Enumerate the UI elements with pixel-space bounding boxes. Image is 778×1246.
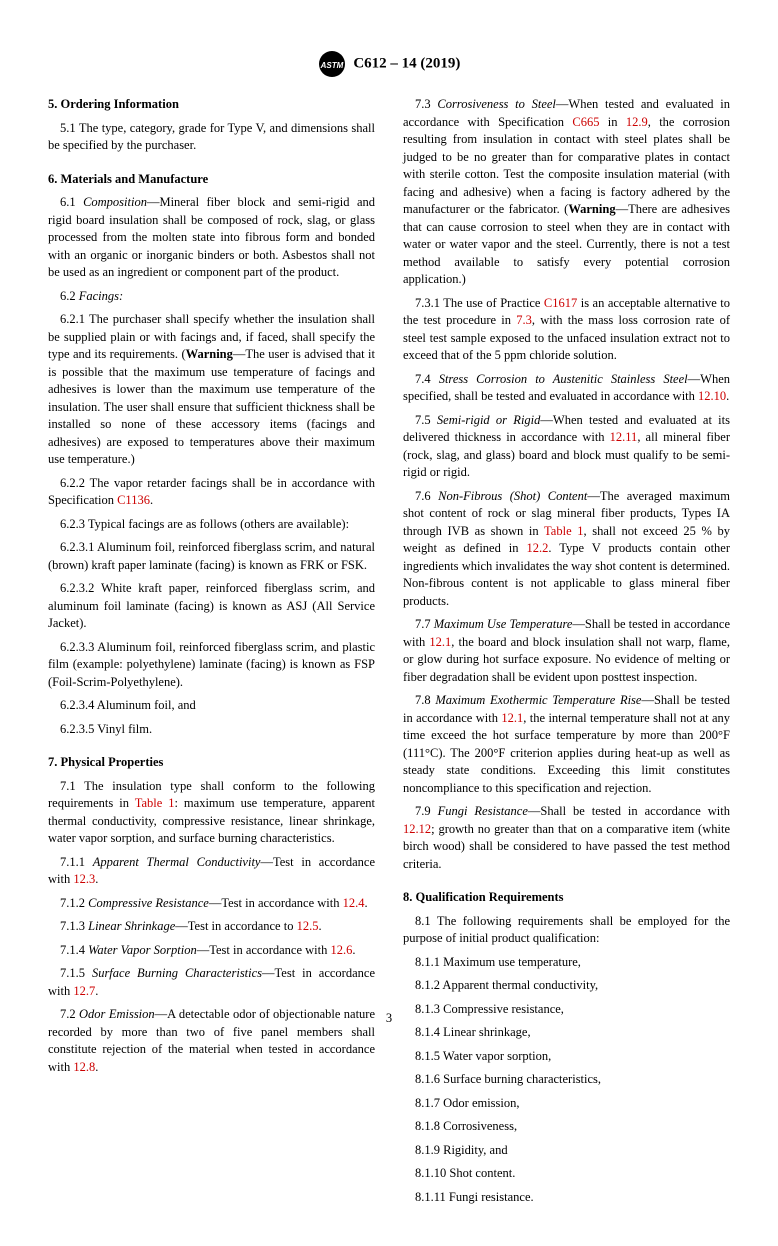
paragraph: 7.3 Corrosiveness to Steel—When tested a… <box>403 96 730 289</box>
paragraph: 6.1 Composition—Mineral fiber block and … <box>48 194 375 282</box>
paragraph: 6.2.3.1 Aluminum foil, reinforced fiberg… <box>48 539 375 574</box>
paragraph: 7.3.1 The use of Practice C1617 is an ac… <box>403 295 730 365</box>
paragraph: 7.6 Non-Fibrous (Shot) Content—The avera… <box>403 488 730 611</box>
astm-logo-icon: ASTM <box>318 50 346 78</box>
paragraph: 8.1 The following requirements shall be … <box>403 913 730 948</box>
paragraph: 8.1.9 Rigidity, and <box>403 1142 730 1160</box>
paragraph: 8.1.7 Odor emission, <box>403 1095 730 1113</box>
standard-designation: C612 – 14 (2019) <box>353 55 460 71</box>
paragraph: 6.2.3.3 Aluminum foil, reinforced fiberg… <box>48 639 375 692</box>
paragraph: 7.1.1 Apparent Thermal Conductivity—Test… <box>48 854 375 889</box>
paragraph: 8.1.5 Water vapor sorption, <box>403 1048 730 1066</box>
paragraph: 8.1.8 Corrosiveness, <box>403 1118 730 1136</box>
svg-text:ASTM: ASTM <box>319 61 343 70</box>
paragraph: 8.1.6 Surface burning characteristics, <box>403 1071 730 1089</box>
paragraph: 7.1.3 Linear Shrinkage—Test in accordanc… <box>48 918 375 936</box>
paragraph: 7.1 The insulation type shall conform to… <box>48 778 375 848</box>
paragraph: 6.2.3.2 White kraft paper, reinforced fi… <box>48 580 375 633</box>
paragraph: 6.2.3 Typical facings are as follows (ot… <box>48 516 375 534</box>
paragraph: 8.1.1 Maximum use temperature, <box>403 954 730 972</box>
paragraph: 7.1.2 Compressive Resistance—Test in acc… <box>48 895 375 913</box>
paragraph: 8.1.11 Fungi resistance. <box>403 1189 730 1207</box>
section-title: 5. Ordering Information <box>48 96 375 114</box>
section-title: 8. Qualification Requirements <box>403 889 730 907</box>
paragraph: 7.7 Maximum Use Temperature—Shall be tes… <box>403 616 730 686</box>
paragraph: 7.5 Semi-rigid or Rigid—When tested and … <box>403 412 730 482</box>
paragraph: 7.9 Fungi Resistance—Shall be tested in … <box>403 803 730 873</box>
paragraph: 8.1.2 Apparent thermal conductivity, <box>403 977 730 995</box>
paragraph: 6.2 Facings: <box>48 288 375 306</box>
paragraph: 7.4 Stress Corrosion to Austenitic Stain… <box>403 371 730 406</box>
paragraph: 5.1 The type, category, grade for Type V… <box>48 120 375 155</box>
paragraph: 7.1.4 Water Vapor Sorption—Test in accor… <box>48 942 375 960</box>
page-number: 3 <box>0 1010 778 1028</box>
paragraph: 6.2.3.5 Vinyl film. <box>48 721 375 739</box>
paragraph: 6.2.1 The purchaser shall specify whethe… <box>48 311 375 469</box>
paragraph: 6.2.3.4 Aluminum foil, and <box>48 697 375 715</box>
paragraph: 7.8 Maximum Exothermic Temperature Rise—… <box>403 692 730 797</box>
header: ASTM C612 – 14 (2019) <box>48 50 730 78</box>
paragraph: 8.1.10 Shot content. <box>403 1165 730 1183</box>
paragraph: 7.1.5 Surface Burning Characteristics—Te… <box>48 965 375 1000</box>
page-container: ASTM C612 – 14 (2019) 5. Ordering Inform… <box>0 0 778 1041</box>
paragraph: 6.2.2 The vapor retarder facings shall b… <box>48 475 375 510</box>
page: ASTM C612 – 14 (2019) 5. Ordering Inform… <box>0 0 778 1246</box>
section-title: 7. Physical Properties <box>48 754 375 772</box>
content-columns: 5. Ordering Information 5.1 The type, cat… <box>48 96 730 1206</box>
section-title: 6. Materials and Manufacture <box>48 171 375 189</box>
